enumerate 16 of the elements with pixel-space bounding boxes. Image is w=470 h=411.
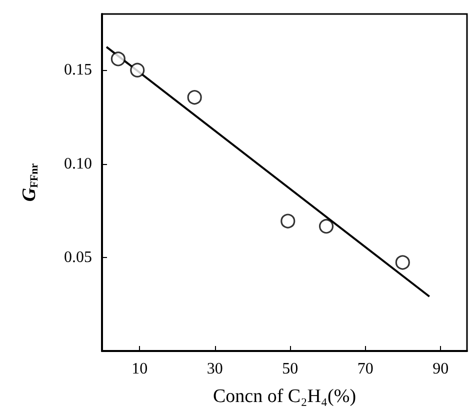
point: [280, 214, 296, 228]
x-tick-label: 30: [206, 360, 223, 378]
x-tick-label: 90: [432, 360, 449, 378]
point: [318, 219, 334, 234]
point: [110, 52, 126, 66]
point: [130, 62, 145, 78]
x-tick-label: 70: [357, 360, 374, 378]
y-tick-label: 0.05: [64, 248, 92, 266]
point: [395, 255, 410, 270]
x-tick-label: 50: [282, 360, 298, 378]
y-axis-title: GFFnr: [19, 163, 40, 202]
point: [187, 90, 202, 105]
y-tick-label: 0.10: [64, 155, 92, 172]
x-tick-label: 10: [132, 360, 148, 378]
y-tick-label: 0.15: [64, 62, 92, 79]
x-axis-title: Concn of C₂H₄(%): [212, 386, 356, 407]
